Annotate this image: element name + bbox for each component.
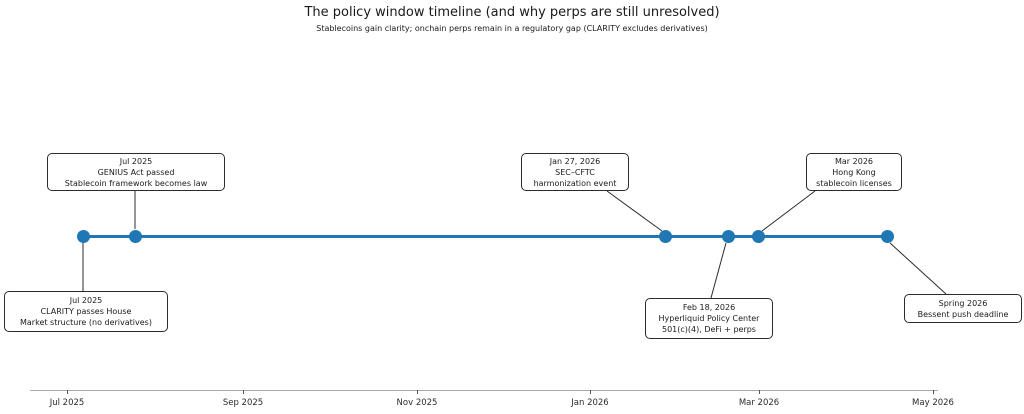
x-axis-spine	[30, 390, 938, 391]
event-annotation-line: Hyperliquid Policy Center	[658, 314, 760, 323]
event-annotation-line: SEC–CFTC	[555, 167, 595, 177]
leader-line	[761, 190, 816, 232]
event-annotation-line: 501(c)(4), DeFi + perps	[662, 325, 756, 334]
event-annotation-box: Spring 2026 Bessent push deadline	[904, 294, 1022, 323]
chart-subtitle: Stablecoins gain clarity; onchain perps …	[316, 24, 708, 33]
event-annotation-box: Jul 2025 CLARITY passes House Market struc…	[4, 291, 168, 332]
chart-title: The policy window timeline (and why perp…	[304, 5, 720, 20]
timeline-event-dot	[658, 229, 672, 243]
leader-line	[606, 190, 663, 232]
event-annotation-line: Stablecoin framework becomes law	[64, 178, 208, 188]
x-axis-tick-label: May 2026	[912, 398, 954, 408]
x-axis-tick	[759, 390, 760, 394]
event-annotation-box: Jan 27, 2026 SEC–CFTC harmonization event	[521, 153, 629, 191]
timeline-event-dot	[76, 229, 90, 243]
event-annotation-line: Feb 18, 2026	[682, 303, 736, 312]
event-annotation-line: Spring 2026	[938, 298, 988, 308]
event-annotation-line: CLARITY passes House	[40, 307, 132, 316]
timeline-event-dot	[751, 229, 765, 243]
timeline-event-dot	[880, 229, 894, 243]
timeline-event-dot	[721, 229, 735, 243]
x-axis-tick-label: Nov 2025	[396, 398, 438, 408]
event-annotation-line: Jul 2025	[119, 156, 153, 166]
event-annotation-box: Mar 2026 Hong Kong stablecoin licenses	[806, 153, 902, 191]
x-axis-tick-label: Jul 2025	[49, 398, 85, 408]
x-axis-tick-label: Mar 2026	[738, 398, 780, 408]
leader-line	[710, 242, 727, 299]
event-annotation-line: Jul 2025	[69, 296, 103, 305]
x-axis-tick	[933, 390, 934, 394]
event-annotation-box: Jul 2025 GENIUS Act passed Stablecoin fram…	[47, 153, 225, 191]
timeline-event-dot	[128, 229, 142, 243]
event-annotation-line: GENIUS Act passed	[97, 167, 175, 177]
event-annotation-line: stablecoin licenses	[816, 178, 892, 188]
x-axis-tick	[417, 390, 418, 394]
event-annotation-line: Mar 2026	[835, 156, 873, 166]
timeline-line	[83, 234, 887, 238]
x-axis-tick	[67, 390, 68, 394]
event-annotation-line: Hong Kong	[832, 167, 876, 177]
x-axis-tick	[243, 390, 244, 394]
event-annotation-line: Jan 27, 2026	[549, 156, 601, 166]
leader-line	[889, 242, 947, 295]
x-axis-tick-label: Jan 2026	[571, 398, 609, 408]
event-annotation-line: harmonization event	[533, 178, 617, 188]
x-axis-tick	[590, 390, 591, 394]
event-annotation-line: Market structure (no derivatives)	[20, 318, 152, 327]
x-axis-tick-label: Sep 2025	[222, 398, 264, 408]
event-annotation-line: Bessent push deadline	[917, 309, 1009, 319]
event-annotation-box: Feb 18, 2026 Hyperliquid Policy Center 501…	[645, 298, 773, 339]
